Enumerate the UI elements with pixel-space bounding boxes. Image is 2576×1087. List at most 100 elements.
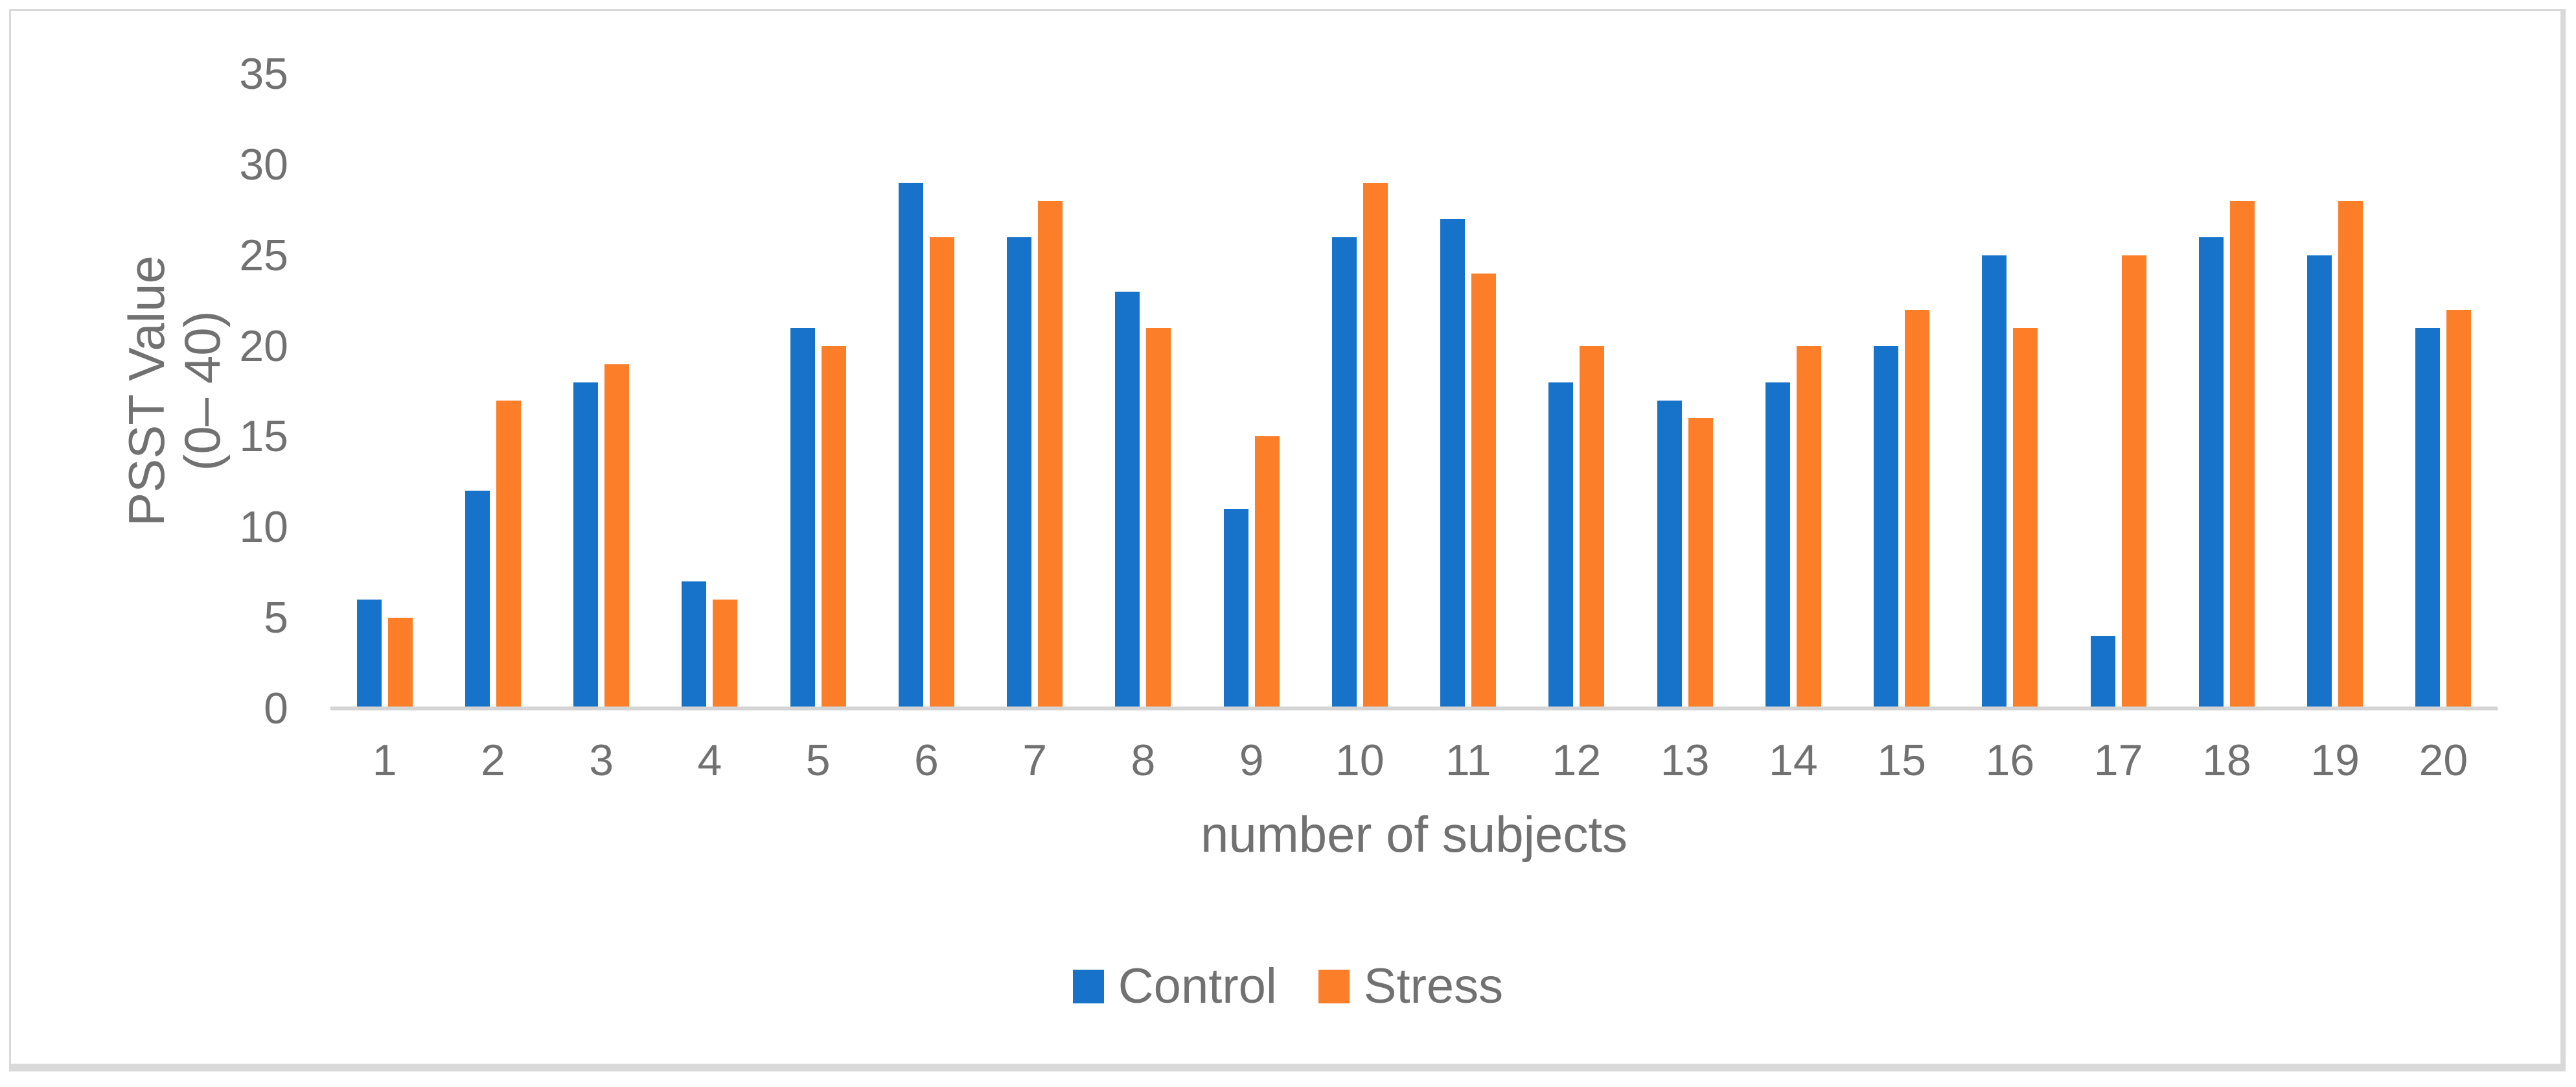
x-tick-12: 12 xyxy=(1552,736,1602,785)
bar-stress-16 xyxy=(2013,327,2038,708)
x-tick-14: 14 xyxy=(1769,736,1818,785)
bar-stress-18 xyxy=(2229,200,2255,708)
bar-group-16 xyxy=(1956,74,2064,708)
bar-control-20 xyxy=(2415,327,2441,708)
bar-stress-8 xyxy=(1146,327,1171,708)
bar-group-14 xyxy=(1739,74,1847,708)
bar-stress-15 xyxy=(1905,309,1930,708)
bar-control-1 xyxy=(356,600,382,708)
stress-legend-label: Stress xyxy=(1363,959,1504,1014)
bar-stress-4 xyxy=(713,600,738,708)
y-axis-title: PSST Value (0– 40) xyxy=(118,248,248,533)
plot-area xyxy=(330,74,2498,710)
x-tick-7: 7 xyxy=(1022,736,1048,785)
x-tick-13: 13 xyxy=(1660,736,1710,785)
bar-group-15 xyxy=(1848,74,1956,708)
x-tick-17: 17 xyxy=(2093,736,2143,785)
bar-stress-3 xyxy=(604,364,630,708)
x-tick-1: 1 xyxy=(372,736,397,785)
bar-control-3 xyxy=(573,382,599,708)
bar-group-17 xyxy=(2064,74,2172,708)
bar-stress-2 xyxy=(496,400,521,708)
stress-legend-swatch xyxy=(1318,969,1350,1003)
bar-stress-10 xyxy=(1363,182,1388,708)
bar-control-19 xyxy=(2307,255,2332,708)
bar-group-7 xyxy=(981,74,1089,708)
x-tick-10: 10 xyxy=(1335,736,1385,785)
y-axis-title-line2: (0– 40) xyxy=(174,310,231,471)
bar-group-13 xyxy=(1631,74,1739,708)
bar-control-11 xyxy=(1440,218,1466,708)
y-tick-25: 25 xyxy=(239,230,288,280)
bar-control-2 xyxy=(465,491,490,708)
x-tick-9: 9 xyxy=(1239,736,1264,785)
bar-stress-19 xyxy=(2338,200,2363,708)
y-axis-title-line1: PSST Value xyxy=(118,255,175,526)
x-tick-19: 19 xyxy=(2310,736,2360,785)
y-tick-10: 10 xyxy=(239,502,288,552)
bar-group-12 xyxy=(1523,74,1631,708)
bar-stress-5 xyxy=(821,345,846,708)
x-tick-15: 15 xyxy=(1877,736,1926,785)
bar-control-18 xyxy=(2198,237,2224,708)
legend-item-control: Control xyxy=(1072,958,1277,1014)
y-tick-5: 5 xyxy=(264,593,288,643)
control-legend-swatch xyxy=(1072,969,1104,1003)
x-tick-3: 3 xyxy=(589,736,614,785)
bar-group-19 xyxy=(2281,74,2389,708)
x-axis-tick-labels: 1 2 3 4 5 6 7 8 9 10 11 12 13 14 15 16 17 18 19 20 xyxy=(330,731,2498,789)
bar-control-15 xyxy=(1874,345,1899,708)
bar-stress-11 xyxy=(1471,273,1497,708)
x-axis-title: number of subjects xyxy=(1200,806,1627,863)
x-tick-16: 16 xyxy=(1985,736,2035,785)
x-tick-6: 6 xyxy=(914,736,939,785)
bar-group-5 xyxy=(764,74,872,708)
bar-control-7 xyxy=(1007,237,1032,708)
bar-control-16 xyxy=(1982,255,2007,708)
legend: Control Stress xyxy=(0,958,2576,1014)
bar-stress-20 xyxy=(2446,309,2472,708)
bar-stress-13 xyxy=(1688,418,1713,708)
bar-group-2 xyxy=(439,74,547,708)
x-tick-11: 11 xyxy=(1445,736,1491,785)
bar-control-6 xyxy=(898,182,923,708)
y-tick-35: 35 xyxy=(239,49,288,99)
bar-stress-14 xyxy=(1796,345,1821,708)
x-axis-line xyxy=(330,707,2498,710)
y-tick-15: 15 xyxy=(239,412,288,462)
y-tick-0: 0 xyxy=(264,684,288,733)
bar-stress-7 xyxy=(1038,200,1063,708)
bar-group-20 xyxy=(2389,74,2498,708)
y-tick-20: 20 xyxy=(239,321,288,371)
bar-control-13 xyxy=(1657,400,1682,708)
bar-group-18 xyxy=(2172,74,2281,708)
bar-stress-12 xyxy=(1580,345,1605,708)
bar-control-12 xyxy=(1548,382,1574,708)
bar-group-9 xyxy=(1197,74,1305,708)
bar-control-14 xyxy=(1765,382,1790,708)
y-tick-30: 30 xyxy=(239,139,288,189)
bar-stress-9 xyxy=(1254,436,1280,708)
bar-control-10 xyxy=(1331,237,1357,708)
x-tick-18: 18 xyxy=(2202,736,2251,785)
bar-control-17 xyxy=(2090,636,2115,708)
bar-control-9 xyxy=(1223,509,1248,708)
x-tick-2: 2 xyxy=(480,736,505,785)
bar-group-10 xyxy=(1305,74,1414,708)
bar-stress-17 xyxy=(2121,255,2146,708)
x-tick-8: 8 xyxy=(1131,736,1156,785)
bar-control-8 xyxy=(1115,291,1140,708)
control-legend-label: Control xyxy=(1118,959,1277,1014)
bar-control-5 xyxy=(790,327,815,708)
x-tick-5: 5 xyxy=(805,736,831,785)
x-tick-4: 4 xyxy=(697,736,722,785)
legend-item-stress: Stress xyxy=(1318,958,1503,1014)
x-tick-20: 20 xyxy=(2419,736,2468,785)
bar-group-8 xyxy=(1089,74,1197,708)
bar-groups xyxy=(330,74,2498,708)
bar-group-11 xyxy=(1414,74,1523,708)
bar-control-4 xyxy=(682,581,707,708)
bar-group-4 xyxy=(656,74,764,708)
bar-group-1 xyxy=(330,74,439,708)
